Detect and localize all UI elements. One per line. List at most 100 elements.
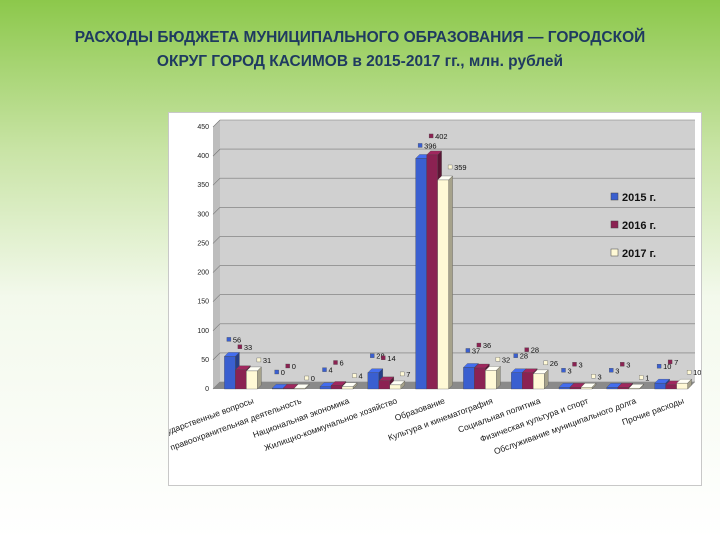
data-label: 6	[340, 359, 344, 368]
y-tick-label: 300	[197, 211, 209, 218]
bar	[415, 158, 427, 390]
data-label-key	[447, 164, 453, 170]
data-label-key	[656, 364, 662, 369]
gridline-diag	[212, 178, 221, 186]
data-label: 10	[693, 368, 701, 377]
data-label-key	[543, 360, 548, 366]
bar	[341, 386, 354, 390]
data-label-key	[667, 359, 673, 365]
y-tick-label: 50	[201, 357, 209, 364]
data-label: 28	[520, 352, 528, 361]
bar	[628, 388, 640, 390]
data-label-key	[256, 357, 262, 363]
bar	[235, 369, 247, 390]
plot-side-wall	[213, 120, 220, 389]
data-label-key	[686, 370, 692, 375]
data-label-key	[591, 374, 596, 379]
legend-label: 2016 г.	[622, 220, 656, 232]
bar	[511, 372, 523, 390]
data-label: 31	[263, 356, 271, 365]
data-label: 0	[311, 374, 315, 383]
data-label-key	[524, 347, 529, 352]
data-label: 3	[579, 360, 583, 369]
y-tick-label: 0	[205, 386, 209, 393]
title-line-1: РАСХОДЫ БЮДЖЕТА МУНИЦИПАЛЬНОГО ОБРАЗОВАН…	[74, 29, 646, 46]
gridline-diag	[212, 148, 221, 157]
bar	[294, 388, 306, 390]
data-label: 4	[329, 366, 333, 375]
data-label: 3	[626, 360, 630, 369]
legend-label: 2017 г.	[622, 248, 656, 260]
data-label-key	[370, 353, 375, 358]
bar	[463, 367, 475, 390]
bar	[246, 370, 258, 390]
data-label: 37	[472, 346, 480, 355]
bar	[437, 179, 449, 390]
data-label-key	[561, 368, 566, 373]
data-label: 14	[387, 354, 395, 363]
data-label: 402	[435, 132, 448, 141]
data-label-key	[285, 363, 290, 369]
data-label: 28	[531, 346, 539, 355]
data-label-key	[513, 353, 518, 358]
legend-label: 2015 г.	[622, 192, 656, 204]
bar	[676, 383, 688, 390]
bar	[569, 387, 582, 390]
data-label: 3	[598, 372, 602, 381]
data-label: 36	[483, 341, 491, 350]
data-label: 0	[292, 362, 296, 371]
data-label-key	[237, 344, 243, 349]
bar	[485, 370, 497, 390]
bar	[665, 384, 677, 390]
bar	[319, 386, 332, 390]
bar-side	[496, 366, 501, 390]
data-label-key	[333, 360, 338, 365]
y-tick-label: 400	[197, 153, 209, 160]
data-label-key	[639, 375, 644, 380]
data-label-key	[495, 357, 501, 362]
bar	[654, 383, 666, 390]
data-label-key	[620, 362, 625, 367]
data-label: 1	[645, 373, 649, 382]
data-label-key	[572, 362, 577, 367]
gridline-diag	[212, 236, 221, 244]
bar	[224, 356, 236, 390]
data-label: 7	[674, 358, 678, 367]
bar	[367, 372, 379, 390]
data-label-key	[465, 348, 471, 353]
data-label: 10	[663, 362, 671, 371]
data-label: 26	[550, 359, 558, 368]
gridline-diag	[212, 294, 221, 302]
bar	[617, 387, 629, 390]
y-tick-label: 250	[197, 240, 209, 247]
data-label: 56	[233, 335, 241, 344]
bar	[522, 372, 534, 390]
data-label-key	[352, 373, 357, 378]
bar-chart: 050100150200250300350400450563331Общегос…	[169, 119, 701, 480]
data-label-key	[609, 368, 614, 373]
bar	[389, 384, 401, 390]
y-tick-label: 150	[197, 299, 209, 306]
data-label-key	[400, 371, 405, 377]
bar	[558, 387, 571, 390]
legend-key	[610, 220, 619, 229]
data-label: 396	[424, 141, 437, 150]
data-label-key	[476, 342, 482, 348]
gridline-diag	[212, 352, 221, 361]
legend-key	[610, 192, 619, 201]
data-label-key	[226, 337, 232, 342]
gridline-diag	[212, 207, 221, 215]
bar	[533, 373, 545, 390]
data-label: 28	[376, 352, 384, 361]
bar	[474, 367, 486, 390]
data-label: 33	[244, 343, 252, 352]
slide-title: РАСХОДЫ БЮДЖЕТА МУНИЦИПАЛЬНОГО ОБРАЗОВАН…	[20, 26, 700, 74]
bar-side	[448, 175, 453, 390]
data-label-key	[381, 355, 386, 360]
data-label: 3	[615, 366, 619, 375]
gridline-diag	[212, 265, 221, 273]
bar	[272, 388, 284, 390]
y-tick-label: 350	[197, 182, 209, 189]
y-tick-label: 450	[197, 124, 209, 131]
data-label: 359	[454, 163, 467, 172]
